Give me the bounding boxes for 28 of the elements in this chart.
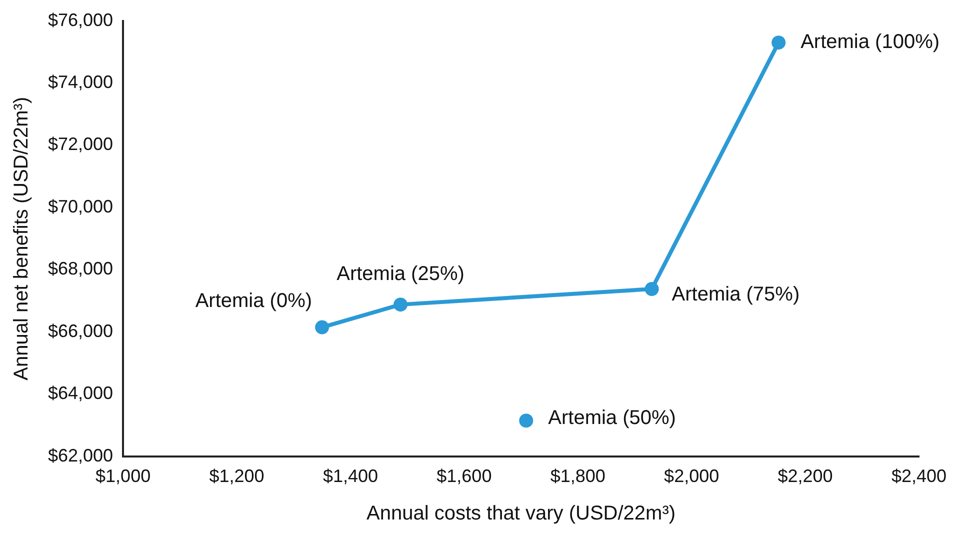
y-tick-label: $72,000 [48, 134, 114, 154]
y-tick-label: $76,000 [48, 10, 114, 30]
annotation: Artemia (75%) [672, 284, 800, 306]
annotation: Artemia (25%) [336, 263, 464, 286]
annotation: Artemia (100%) [800, 31, 940, 54]
x-tick-label: $2,200 [778, 466, 833, 486]
x-axis-title: Annual costs that vary (USD/22m³) [366, 502, 676, 525]
y-tick-label: $64,000 [48, 383, 114, 404]
point [644, 282, 659, 296]
x-tick-label: $1,200 [209, 466, 264, 486]
y-axis-title: Annual net benefits (USD/22m³) [10, 96, 33, 380]
x-tick-label: $1,000 [96, 466, 151, 486]
point [772, 36, 786, 50]
y-tick-label: $70,000 [48, 196, 114, 216]
x-tick-label: $2,400 [891, 466, 947, 486]
point [519, 414, 534, 428]
x-tick-label: $1,400 [322, 466, 378, 486]
x-tick-label: $2,000 [664, 466, 720, 486]
x-tick-label: $1,600 [436, 466, 492, 486]
annotation: Artemia (50%) [548, 407, 676, 430]
y-tick-label: $66,000 [48, 320, 114, 341]
y-tick-label: $68,000 [48, 258, 114, 279]
point [394, 298, 408, 312]
annotation: Artemia (0%) [195, 290, 312, 312]
x-tick-label: $1,800 [550, 466, 606, 486]
y-tick-label: $74,000 [48, 72, 114, 92]
y-tick-label: $62,000 [48, 445, 114, 466]
point [315, 320, 330, 334]
